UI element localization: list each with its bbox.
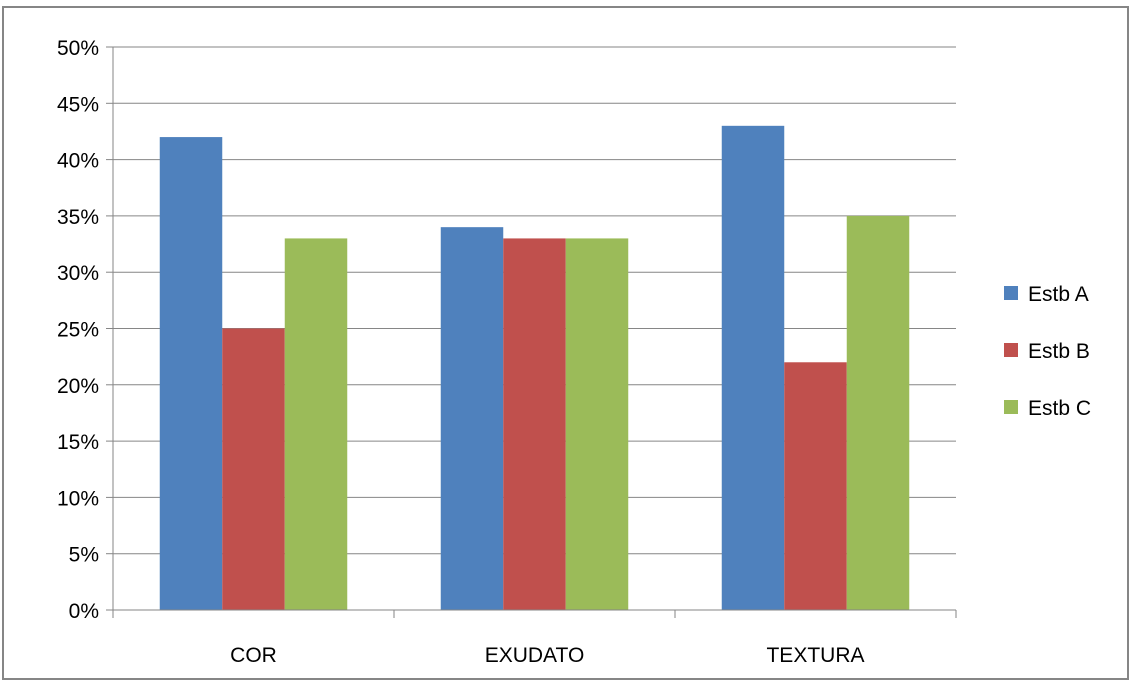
legend-swatch [1004,400,1018,414]
y-tick-label: 30% [57,262,99,285]
bar-estb-c-exudato [565,238,629,611]
x-category-label: EXUDATO [485,644,585,667]
x-category-label: COR [230,644,277,667]
legend-swatch [1004,343,1018,357]
legend-label: Estb A [1028,283,1089,306]
legend-swatch [1004,286,1018,300]
bar-estb-b-exudato [503,238,566,611]
axes: 0% 5% 10% 15% 20% 25% 30% 35% 40% 45% 50% COR EXUDAT… [57,37,957,667]
bar-estb-c-textura [846,215,910,610]
bar-estb-b-textura [784,362,847,610]
legend-label: Estb C [1028,397,1091,420]
y-tick-label: 50% [57,37,99,60]
legend: Estb A Estb B Estb C [1004,283,1091,420]
bars [159,125,910,611]
y-tick-label: 35% [57,206,99,229]
y-tick-label: 25% [57,319,99,342]
y-tick-label: 45% [57,93,99,116]
y-tick-label: 15% [57,431,99,454]
y-tick-label: 20% [57,375,99,398]
y-tick-label: 10% [57,487,99,510]
bar-estb-b-cor [222,328,285,610]
y-tick-label: 0% [69,600,99,623]
bar-estb-a-exudato [440,227,504,610]
y-tick-label: 40% [57,150,99,173]
bar-estb-a-textura [721,125,785,610]
y-tick-label: 5% [69,544,99,567]
legend-label: Estb B [1028,340,1090,363]
x-category-label: TEXTURA [766,644,864,667]
bar-estb-c-cor [284,238,348,611]
bar-estb-a-cor [159,137,223,610]
